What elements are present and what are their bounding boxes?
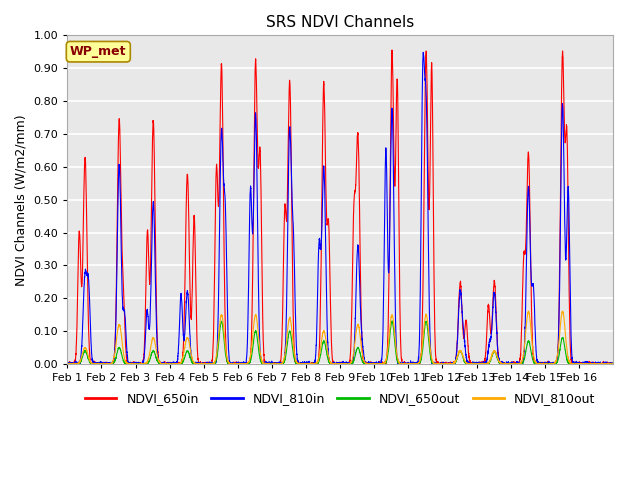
Line: NDVI_650in: NDVI_650in: [67, 50, 613, 364]
NDVI_810out: [490, 348, 497, 354]
NDVI_650in: [177, 360, 184, 366]
NDVI_810in: [516, 361, 524, 367]
NDVI_810out: [609, 361, 617, 367]
NDVI_650in: [609, 361, 617, 367]
NDVI_650out: [531, 361, 539, 367]
NDVI_650out: [609, 361, 617, 367]
Text: WP_met: WP_met: [70, 45, 127, 58]
Legend: NDVI_650in, NDVI_810in, NDVI_650out, NDVI_810out: NDVI_650in, NDVI_810in, NDVI_650out, NDV…: [80, 387, 600, 410]
NDVI_650in: [531, 360, 538, 365]
NDVI_810in: [531, 313, 538, 319]
Line: NDVI_810out: NDVI_810out: [67, 311, 613, 364]
NDVI_810in: [360, 355, 368, 360]
NDVI_650out: [63, 361, 71, 367]
NDVI_650in: [390, 133, 397, 139]
NDVI_810out: [559, 308, 566, 314]
NDVI_810in: [609, 360, 617, 366]
NDVI_810out: [516, 360, 524, 366]
NDVI_810out: [531, 358, 538, 363]
NDVI_810out: [177, 360, 184, 366]
Y-axis label: NDVI Channels (W/m2/mm): NDVI Channels (W/m2/mm): [15, 114, 28, 286]
NDVI_650out: [490, 348, 498, 354]
NDVI_810in: [490, 292, 498, 298]
NDVI_650in: [388, 47, 396, 53]
NDVI_650out: [177, 361, 184, 367]
NDVI_650out: [360, 361, 368, 367]
Title: SRS NDVI Channels: SRS NDVI Channels: [266, 15, 414, 30]
NDVI_650in: [360, 361, 368, 367]
NDVI_810out: [63, 361, 71, 367]
NDVI_650in: [516, 353, 524, 359]
NDVI_650out: [390, 329, 397, 335]
Line: NDVI_650out: NDVI_650out: [67, 321, 613, 364]
NDVI_810in: [177, 297, 184, 303]
NDVI_650out: [64, 361, 72, 367]
NDVI_810in: [390, 176, 397, 182]
NDVI_810out: [360, 359, 368, 365]
NDVI_810in: [63, 361, 71, 367]
NDVI_810out: [390, 319, 397, 325]
NDVI_650out: [388, 318, 396, 324]
NDVI_810in: [419, 49, 427, 55]
Line: NDVI_810in: NDVI_810in: [67, 52, 613, 364]
NDVI_650in: [63, 361, 71, 367]
NDVI_650in: [490, 283, 498, 289]
NDVI_650out: [517, 361, 525, 367]
